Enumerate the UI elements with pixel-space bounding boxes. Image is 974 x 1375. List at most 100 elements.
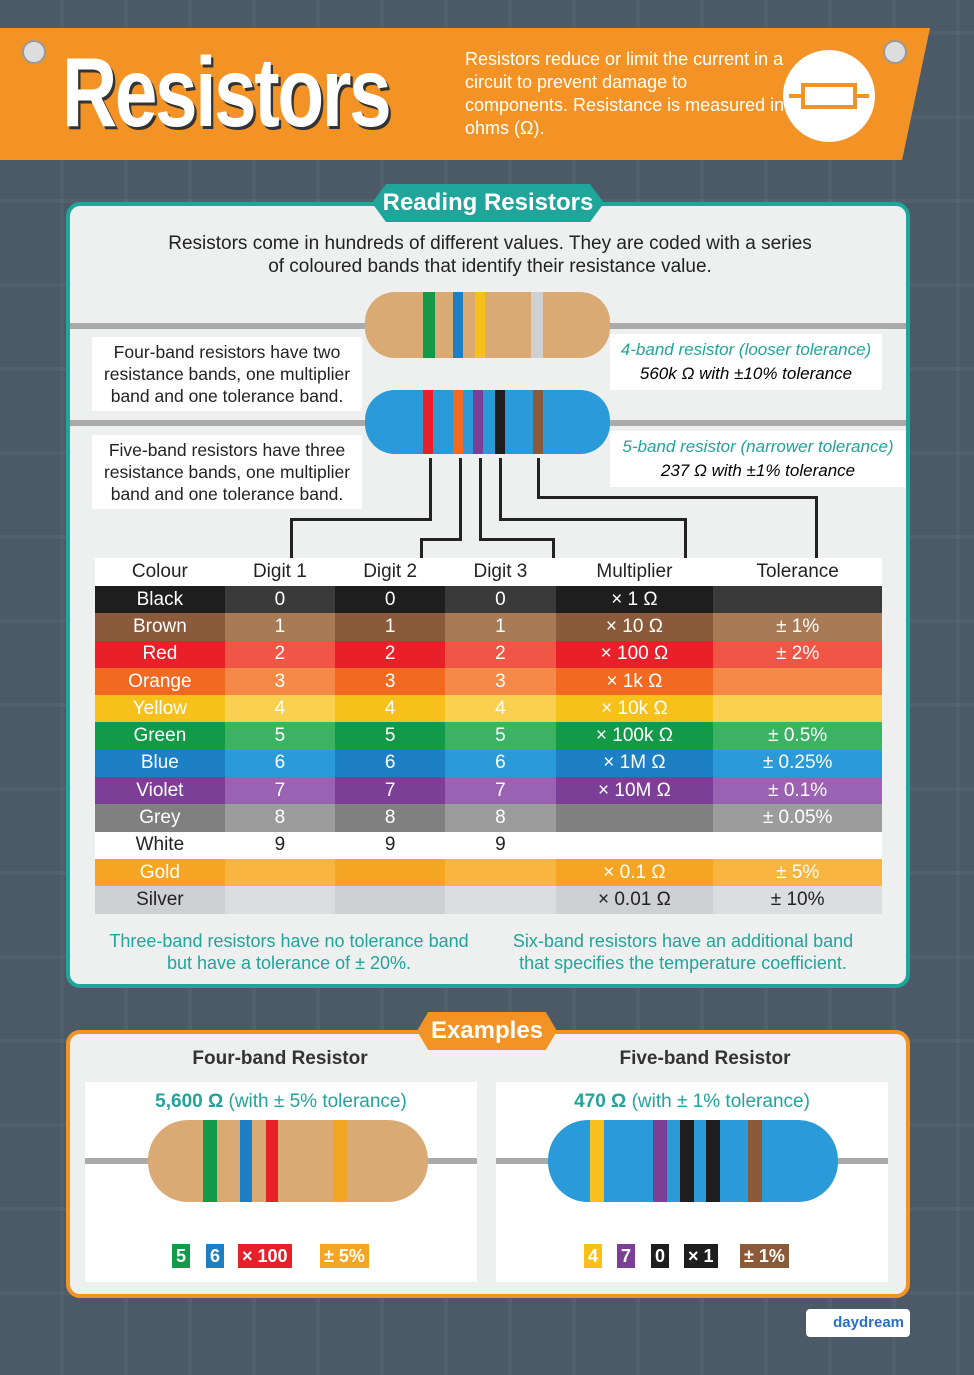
tag-tolerance: ± 5% bbox=[320, 1244, 369, 1268]
value: 5,600 Ω bbox=[155, 1091, 224, 1112]
example-five-band-resistor bbox=[548, 1120, 838, 1202]
four-band-example-heading: Four-band Resistor bbox=[192, 1048, 368, 1069]
table-cell: × 100k Ω bbox=[555, 722, 714, 750]
four-band-note: Four-band resistors have two resistance … bbox=[92, 337, 362, 411]
column-header: Digit 3 bbox=[445, 558, 556, 586]
table-cell: 4 bbox=[445, 695, 556, 723]
column-header: Colour bbox=[95, 558, 225, 586]
table-cell: × 100 Ω bbox=[555, 640, 714, 668]
table-cell: 7 bbox=[335, 777, 446, 805]
colour-name: Gold bbox=[95, 858, 225, 887]
five-band-example-heading: Five-band Resistor bbox=[619, 1048, 791, 1069]
table-cell: 6 bbox=[445, 749, 556, 778]
table-cell: 1 bbox=[224, 613, 335, 641]
table-row: Silver × 0.01 Ω ± 10% bbox=[95, 886, 882, 914]
value: 470 Ω bbox=[574, 1091, 627, 1112]
table-cell: 3 bbox=[335, 667, 446, 696]
table-cell: 7 bbox=[445, 777, 556, 805]
five-band-value: 237 Ω with ±1% tolerance bbox=[660, 461, 856, 480]
colour-name: White bbox=[95, 831, 225, 859]
four-band-callout: 4-band resistor (looser tolerance) 560k Ω… bbox=[610, 334, 882, 390]
reading-title: Reading Resistors bbox=[372, 184, 604, 222]
four-band-resistor bbox=[365, 292, 610, 358]
table-cell: 5 bbox=[224, 722, 335, 750]
four-band-example-value: 5,600 Ω (with ± 5% tolerance) bbox=[85, 1091, 477, 1113]
table-row: Green 5 5 5 × 100k Ω ± 0.5% bbox=[95, 722, 882, 750]
colour-name: Grey bbox=[95, 804, 225, 832]
table-cell: 1 bbox=[445, 613, 556, 641]
tag-digit1: 4 bbox=[584, 1244, 603, 1268]
table-cell: ± 0.25% bbox=[713, 749, 882, 778]
table-row: Violet 7 7 7 × 10M Ω ± 0.1% bbox=[95, 777, 882, 805]
column-header: Digit 1 bbox=[224, 558, 335, 586]
table-cell: ± 1% bbox=[713, 613, 882, 641]
table-cell: 3 bbox=[224, 667, 335, 696]
tag-digit2: 7 bbox=[617, 1244, 636, 1268]
daydream-logo: daydream bbox=[806, 1309, 910, 1337]
table-cell: 2 bbox=[224, 640, 335, 668]
table-cell: 7 bbox=[224, 777, 335, 805]
tag-multiplier: × 1 bbox=[684, 1244, 718, 1268]
table-cell: × 0.01 Ω bbox=[555, 886, 714, 914]
table-cell bbox=[445, 886, 556, 914]
colour-name: Yellow bbox=[95, 695, 225, 723]
page-title: Resistors bbox=[62, 37, 392, 147]
five-band-note: Five-band resistors have three resistanc… bbox=[92, 435, 362, 509]
five-band-example-value: 470 Ω (with ± 1% tolerance) bbox=[496, 1091, 888, 1113]
table-cell: × 1M Ω bbox=[555, 749, 714, 778]
five-band-callout: 5-band resistor (narrower tolerance) 237 … bbox=[610, 431, 906, 487]
column-header: Tolerance bbox=[713, 558, 882, 586]
tag-tolerance: ± 1% bbox=[740, 1244, 789, 1268]
table-cell: × 10M Ω bbox=[555, 777, 714, 805]
table-cell bbox=[335, 886, 446, 914]
colour-name: Silver bbox=[95, 886, 225, 914]
table-cell bbox=[335, 858, 446, 887]
table-row: Gold × 0.1 Ω ± 5% bbox=[95, 858, 882, 887]
column-header: Multiplier bbox=[555, 558, 714, 586]
table-row: Red 2 2 2 × 100 Ω ± 2% bbox=[95, 640, 882, 668]
colour-name: Black bbox=[95, 586, 225, 614]
header-banner bbox=[0, 28, 930, 160]
suffix: (with ± 5% tolerance) bbox=[223, 1091, 407, 1112]
table-cell: × 10 Ω bbox=[555, 613, 714, 641]
intro-text: Resistors reduce or limit the current in… bbox=[465, 49, 785, 138]
colour-code-table: Colour Digit 1 Digit 2 Digit 3 Multiplier Tol… bbox=[95, 558, 882, 914]
table-cell bbox=[224, 858, 335, 887]
table-cell bbox=[555, 804, 714, 832]
column-header: Digit 2 bbox=[335, 558, 446, 586]
tag-digit1: 5 bbox=[172, 1244, 191, 1268]
table-cell: 2 bbox=[335, 640, 446, 668]
table-cell: × 0.1 Ω bbox=[555, 858, 714, 887]
suffix: (with ± 1% tolerance) bbox=[626, 1091, 810, 1112]
table-cell: ± 0.5% bbox=[713, 722, 882, 750]
table-row: Orange 3 3 3 × 1k Ω bbox=[95, 667, 882, 696]
table-cell: 4 bbox=[224, 695, 335, 723]
table-cell: 6 bbox=[224, 749, 335, 778]
table-row: Black 0 0 0 × 1 Ω bbox=[95, 586, 882, 614]
table-cell: 0 bbox=[335, 586, 446, 614]
tag-multiplier: × 100 bbox=[238, 1244, 292, 1268]
table-cell: ± 0.05% bbox=[713, 804, 882, 832]
table-cell: 0 bbox=[445, 586, 556, 614]
resistor-symbol-icon bbox=[783, 50, 875, 142]
table-cell: 8 bbox=[335, 804, 446, 832]
table-cell: × 1k Ω bbox=[555, 667, 714, 696]
table-cell: ± 5% bbox=[713, 858, 882, 887]
colour-name: Violet bbox=[95, 777, 225, 805]
colour-name: Blue bbox=[95, 749, 225, 778]
tag-digit2: 6 bbox=[206, 1244, 225, 1268]
table-cell: 9 bbox=[224, 831, 335, 859]
four-band-label: 4-band resistor (looser tolerance) bbox=[620, 340, 872, 359]
five-band-label: 5-band resistor (narrower tolerance) bbox=[622, 437, 894, 456]
five-band-resistor bbox=[365, 390, 610, 454]
colour-name: Green bbox=[95, 722, 225, 750]
table-cell: × 1 Ω bbox=[555, 586, 714, 614]
table-cell: ± 10% bbox=[713, 886, 882, 914]
screw-icon bbox=[883, 40, 907, 64]
four-band-value: 560k Ω with ±10% tolerance bbox=[639, 364, 853, 383]
table-cell bbox=[555, 831, 714, 859]
colour-name: Orange bbox=[95, 667, 225, 696]
table-cell: 5 bbox=[445, 722, 556, 750]
table-cell: ± 2% bbox=[713, 640, 882, 668]
table-cell: 3 bbox=[445, 667, 556, 696]
